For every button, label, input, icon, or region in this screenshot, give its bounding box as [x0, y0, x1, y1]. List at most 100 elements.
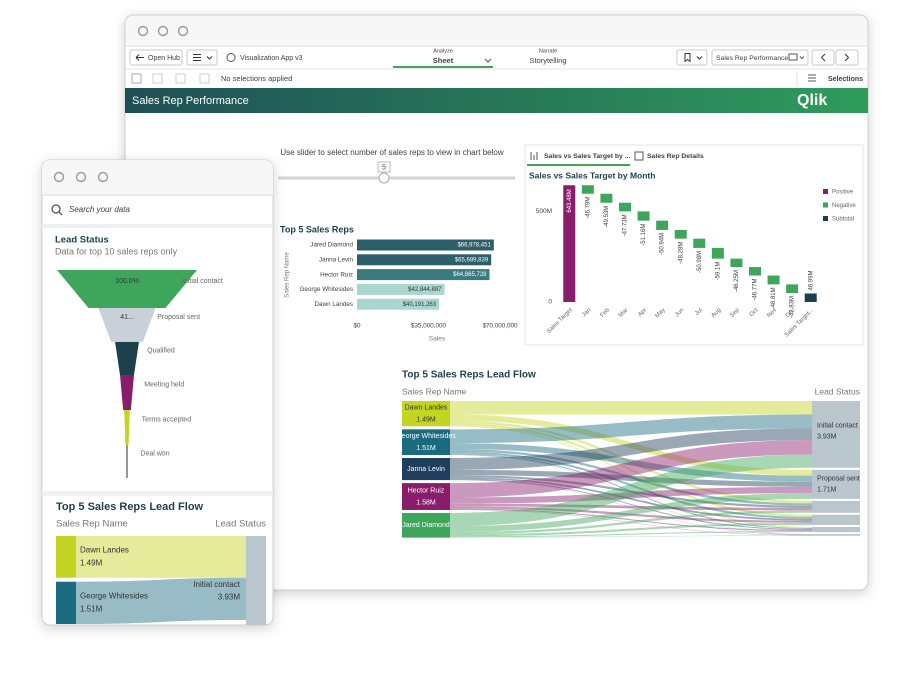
value-label: 46.99M	[808, 270, 814, 290]
waterfall-bar	[656, 220, 669, 230]
value-label: -51.16M	[641, 224, 647, 246]
window-button[interactable]	[53, 171, 65, 183]
legend-swatch	[823, 216, 828, 221]
x-tick-label: Aug	[711, 307, 723, 319]
tab-label[interactable]: Sheet	[433, 56, 454, 65]
slider-value-box	[377, 161, 391, 173]
legend-label: Negative	[832, 203, 856, 209]
x-tick-label: $35,000,000	[411, 323, 447, 330]
bar	[357, 254, 492, 266]
target-value: 1.71M	[817, 487, 837, 494]
legend-swatch	[823, 189, 828, 194]
flow	[450, 454, 812, 527]
menu-icon	[193, 54, 213, 61]
value-label: $42,844,887	[408, 287, 442, 293]
flow	[450, 535, 812, 538]
flow	[450, 425, 812, 535]
flow	[450, 422, 812, 517]
selections-button[interactable]: Selections	[828, 76, 863, 83]
prev-button[interactable]	[811, 49, 835, 66]
flow	[76, 577, 246, 624]
stage-label: Initial contact	[182, 278, 223, 285]
source-label: Hector Ruiz	[408, 487, 445, 494]
tab-icon	[530, 152, 538, 160]
source-node	[56, 581, 76, 624]
target-node	[812, 500, 860, 513]
flow	[450, 424, 812, 529]
selections-icon	[808, 74, 816, 82]
open-hub-button[interactable]	[129, 49, 183, 66]
stage-label: Qualified	[147, 347, 175, 354]
tab-underline	[393, 66, 493, 68]
x-tick-label: Jan	[581, 307, 592, 318]
target-node	[812, 526, 860, 533]
sheet-selector[interactable]	[711, 49, 809, 66]
source-value: 1.49M	[416, 416, 436, 423]
source-label: Janna Levin	[407, 466, 445, 473]
window-button[interactable]	[177, 25, 189, 37]
title-bar	[42, 160, 273, 195]
menu-button[interactable]	[186, 49, 218, 66]
selection-icon[interactable]	[152, 73, 163, 84]
tab-label[interactable]: Storytelling	[529, 56, 566, 65]
funnel-segment	[120, 375, 134, 410]
funnel-segment	[98, 308, 156, 342]
source-value: 1.49M	[80, 559, 103, 568]
funnel-segment	[126, 445, 128, 478]
flow	[450, 469, 812, 487]
selection-icon[interactable]	[131, 73, 142, 84]
desktop-window: Open Hub Visualization App v3 Analyze Sh…	[124, 14, 869, 591]
target-axis-label: Lead Status	[215, 519, 266, 530]
stage-label: Deal won	[140, 450, 169, 457]
target-value: 3.93M	[817, 433, 837, 440]
flow	[450, 443, 812, 482]
next-button[interactable]	[835, 49, 859, 66]
flow	[450, 428, 812, 470]
source-node	[402, 429, 450, 455]
window-button[interactable]	[157, 25, 169, 37]
panel-tab[interactable]: Sales Rep Details	[647, 153, 704, 160]
bar	[357, 269, 490, 281]
flow	[450, 453, 812, 530]
search-input[interactable]: Search your data	[69, 205, 130, 214]
selection-icon[interactable]	[175, 73, 186, 84]
window-button[interactable]	[97, 171, 109, 183]
chart-title: Lead Status	[55, 235, 109, 246]
panel-tab[interactable]: Sales vs Sales Target by ...	[544, 153, 631, 160]
waterfall-bar	[619, 202, 631, 212]
value-label: $64,865,728	[453, 272, 487, 278]
selection-icon[interactable]	[199, 73, 210, 84]
flow	[450, 414, 812, 476]
chart-title: Top 5 Sales Reps	[280, 224, 354, 234]
flow	[76, 536, 246, 578]
y-tick-label: Jared Diamond	[310, 242, 353, 249]
waterfall-bar	[581, 185, 594, 194]
x-tick-label: Dec	[785, 307, 797, 319]
flow	[450, 451, 812, 519]
chart-title: Top 5 Sales Reps Lead Flow	[402, 370, 536, 381]
chevron	[844, 53, 850, 62]
flow	[450, 440, 812, 498]
window-button[interactable]	[75, 171, 87, 183]
window-button[interactable]	[137, 25, 149, 37]
target-node	[812, 514, 860, 525]
stage-label: Proposal sent	[157, 314, 200, 321]
waterfall-bar	[749, 267, 761, 276]
flow	[450, 486, 812, 504]
selections-status: No selections applied	[221, 74, 292, 83]
flow	[450, 503, 812, 511]
y-tick-label: 500M	[536, 208, 552, 215]
legend-label: Positive	[832, 190, 854, 196]
slider-handle[interactable]	[378, 172, 390, 184]
flow	[450, 479, 812, 536]
funnel-segment	[57, 270, 197, 308]
bookmark-button[interactable]	[676, 49, 708, 66]
target-value: 3.93M	[218, 592, 241, 601]
x-tick-label: $0	[353, 323, 361, 330]
source-axis-label: Sales Rep Name	[402, 386, 467, 396]
waterfall-bar	[711, 247, 724, 259]
desktop-charts: Top 5 Sales Reps Sales Rep Name Sales Jared…	[280, 170, 860, 538]
